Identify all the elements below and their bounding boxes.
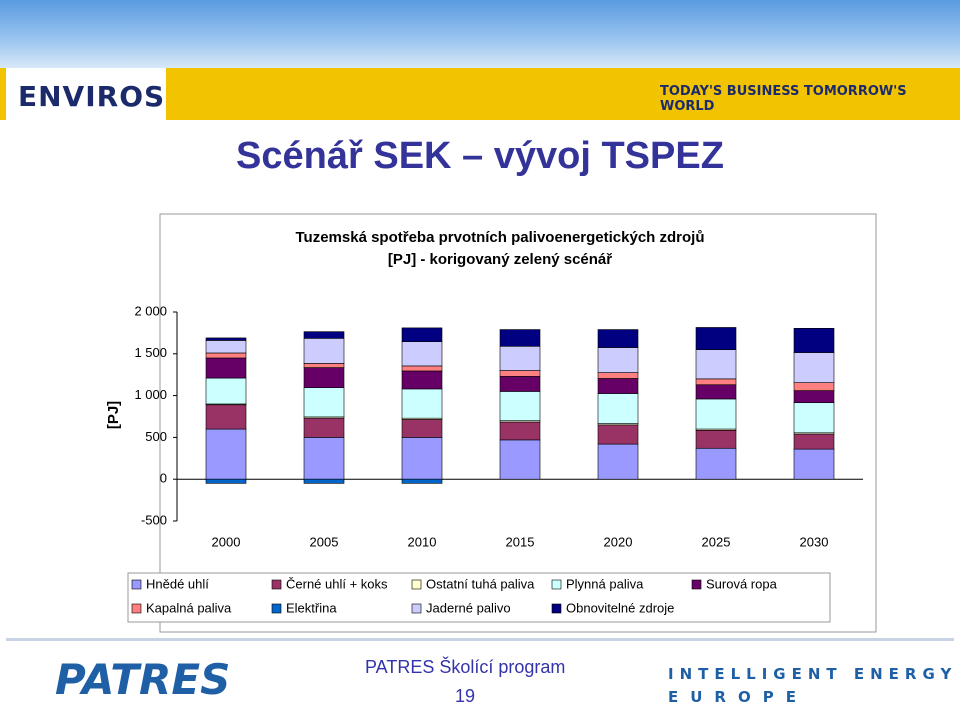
- bar-segment: [793, 352, 835, 383]
- header-logo: ENVIROS: [18, 80, 166, 113]
- legend-label: Jaderné palivo: [426, 600, 511, 615]
- bar-segment: [793, 402, 835, 434]
- y-tick-label: 0: [160, 471, 167, 486]
- footer-program: PATRES Školící program: [365, 657, 566, 677]
- legend-swatch: [551, 579, 562, 590]
- bar-segment: [793, 390, 835, 404]
- bar-segment: [793, 328, 835, 353]
- bar-segment: [401, 370, 443, 390]
- partner-logo: EUROPE: [668, 688, 808, 706]
- bar-segment: [695, 378, 737, 386]
- header-sky: [0, 0, 960, 68]
- legend-swatch: [411, 579, 422, 590]
- bar-segment: [695, 384, 737, 400]
- bar-segment: [597, 372, 639, 379]
- legend-label: Kapalná paliva: [146, 600, 232, 615]
- bar-segment: [303, 387, 345, 418]
- header-tagline: TODAY'S BUSINESS TOMORROW'S WORLD: [660, 84, 907, 114]
- y-tick-label: 2 000: [134, 303, 167, 318]
- bar-segment: [205, 478, 247, 484]
- bar-segment: [597, 393, 639, 424]
- footer-line: [6, 638, 954, 641]
- page-number: 19: [455, 686, 476, 706]
- footer-logo: PATRES: [55, 655, 231, 704]
- bar-segment: [499, 345, 541, 371]
- legend-swatch: [691, 579, 702, 590]
- bar-segment: [303, 478, 345, 484]
- bar-segment: [793, 433, 835, 450]
- bar-segment: [303, 338, 345, 364]
- x-tick-label: 2000: [212, 534, 241, 549]
- legend-label: Černé uhlí + koks: [286, 576, 388, 591]
- x-tick-label: 2020: [604, 534, 633, 549]
- bar-segment: [597, 424, 639, 445]
- y-tick-label: 1 500: [134, 345, 167, 360]
- legend-label: Ostatní tuhá paliva: [426, 576, 535, 591]
- legend-swatch: [551, 603, 562, 614]
- bar-segment: [401, 388, 443, 419]
- bar-segment: [303, 363, 345, 368]
- y-tick-label: 500: [145, 429, 167, 444]
- bar-segment: [401, 365, 443, 372]
- bar-segment: [499, 376, 541, 392]
- bar-segment: [401, 419, 443, 438]
- bar-segment: [401, 327, 443, 342]
- bar-segment: [597, 443, 639, 480]
- legend-swatch: [411, 603, 422, 614]
- bar-segment: [303, 437, 345, 480]
- bar-segment: [205, 428, 247, 480]
- bar-segment: [695, 429, 737, 449]
- x-tick-label: 2015: [506, 534, 535, 549]
- x-tick-label: 2010: [408, 534, 437, 549]
- bar-segment: [695, 349, 737, 380]
- legend-swatch: [271, 579, 282, 590]
- x-tick-label: 2025: [702, 534, 731, 549]
- legend-label: Obnovitelné zdroje: [566, 600, 674, 615]
- legend-label: Plynná paliva: [566, 576, 644, 591]
- bar-segment: [401, 437, 443, 480]
- bar-segment: [205, 352, 247, 359]
- bar-segment: [695, 398, 737, 430]
- bar-segment: [205, 357, 247, 379]
- bar-segment: [499, 391, 541, 421]
- bar-segment: [401, 341, 443, 367]
- bar-segment: [205, 404, 247, 430]
- legend-label: Surová ropa: [706, 576, 778, 591]
- legend-swatch: [131, 603, 142, 614]
- bar-segment: [695, 447, 737, 480]
- bar-segment: [597, 329, 639, 348]
- bar-segment: [499, 439, 541, 480]
- x-tick-label: 2005: [310, 534, 339, 549]
- bar-segment: [303, 367, 345, 388]
- bar-segment: [205, 340, 247, 354]
- bar-segment: [499, 329, 541, 347]
- legend-swatch: [271, 603, 282, 614]
- slide-title: Scénář SEK – vývoj TSPEZ: [236, 135, 724, 177]
- y-axis-label: [PJ]: [105, 401, 122, 429]
- bar-segment: [401, 478, 443, 484]
- bar-segment: [499, 370, 541, 377]
- legend-swatch: [131, 579, 142, 590]
- bar-segment: [793, 382, 835, 391]
- legend-frame: [127, 572, 831, 623]
- legend-label: Hnědé uhlí: [146, 576, 209, 591]
- legend-label: Elektřina: [286, 600, 337, 615]
- bar-segment: [205, 337, 247, 341]
- bar-segment: [793, 448, 835, 480]
- chart-title: Tuzemská spotřeba prvotních palivoenerge…: [295, 229, 705, 268]
- y-tick-label: -500: [141, 512, 167, 527]
- x-tick-label: 2030: [800, 534, 829, 549]
- logo-box: [6, 68, 166, 120]
- bar-segment: [597, 378, 639, 394]
- bar-segment: [499, 421, 541, 441]
- partner-logo: INTELLIGENT ENERGY: [668, 665, 958, 683]
- y-tick-label: 1 000: [134, 387, 167, 402]
- bar-segment: [695, 327, 737, 350]
- bar-segment: [205, 377, 247, 405]
- bar-segment: [597, 347, 639, 373]
- bar-segment: [303, 417, 345, 438]
- bar-segment: [303, 331, 345, 339]
